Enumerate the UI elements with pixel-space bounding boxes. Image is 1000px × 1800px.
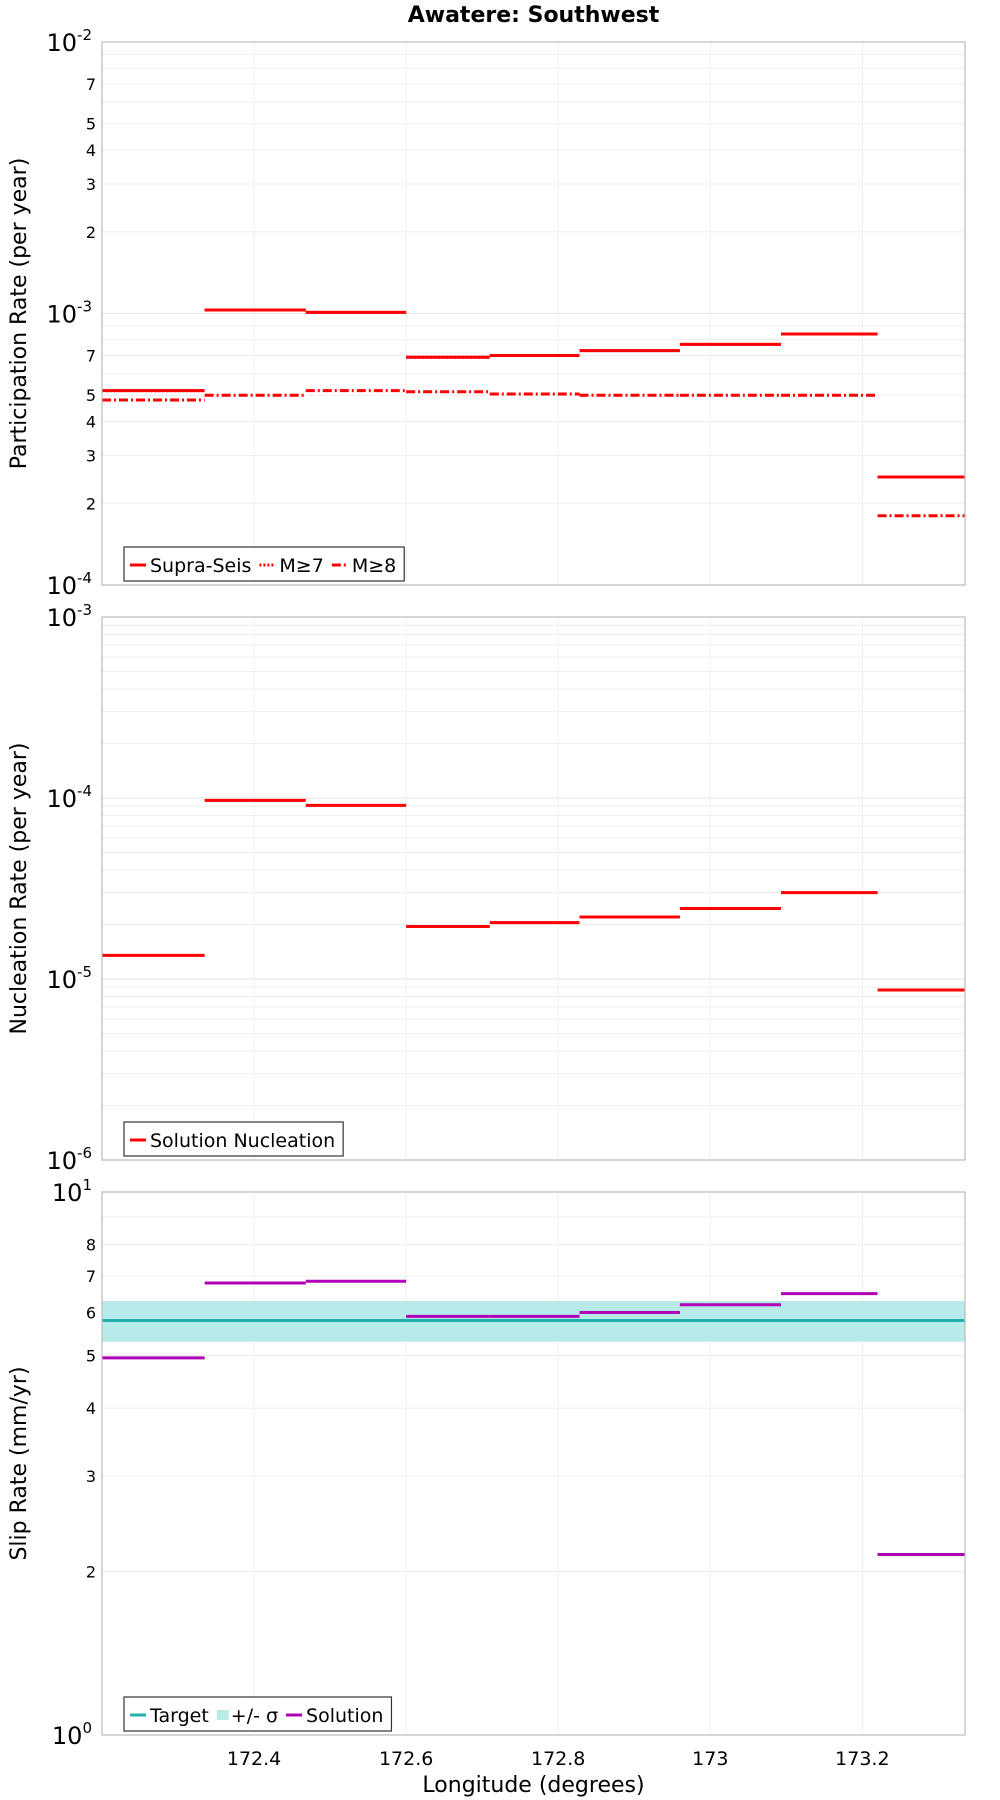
y-minor-tick-label: 3: [86, 175, 96, 194]
y-minor-tick-label: 8: [86, 1236, 96, 1255]
y-minor-tick-label: 3: [86, 446, 96, 465]
y-major-tick-label: 101: [52, 1176, 92, 1207]
y-axis-label: Nucleation Rate (per year): [7, 743, 32, 1035]
y-minor-tick-label: 2: [86, 494, 96, 513]
y-minor-tick-label: 7: [86, 347, 96, 366]
legend: Target +/- σ Solution: [123, 1696, 393, 1732]
plot-frame: [101, 41, 966, 586]
x-tick-label: 173.2: [835, 1748, 889, 1770]
plot-area: [102, 1192, 965, 1735]
legend-label: M≥7: [279, 555, 323, 577]
x-tick-label: 172.4: [227, 1748, 281, 1770]
plot-frame: [101, 616, 966, 1161]
legend-label: Target: [149, 1705, 209, 1727]
legend-box: [123, 1696, 393, 1732]
plot-area: [102, 617, 965, 1160]
y-axis-label: Participation Rate (per year): [7, 158, 32, 470]
legend-label: Solution Nucleation: [150, 1130, 335, 1152]
legend: Solution Nucleation: [123, 1121, 344, 1157]
y-major-tick-label: 10-3: [46, 601, 92, 632]
panel-3: 101 100 8 7 6 5 4 3 2 Slip Rate (mm/yr) 172.4 172.6…: [7, 1176, 966, 1798]
y-minor-tick-label: 5: [86, 386, 96, 405]
x-tick-label: 172.6: [379, 1748, 433, 1770]
legend-swatch-band: [216, 1710, 229, 1720]
y-minor-tick-label: 5: [86, 115, 96, 134]
legend-label: Solution: [306, 1705, 383, 1727]
y-minor-tick-label: 4: [86, 413, 96, 432]
y-minor-tick-label: 3: [86, 1467, 96, 1486]
y-major-tick-label: 100: [52, 1719, 92, 1750]
y-major-tick-label: 10-5: [46, 963, 92, 994]
legend: Supra-Seis M≥7 M≥8: [123, 546, 405, 582]
x-tick-label: 173: [692, 1748, 728, 1770]
y-major-tick-label: 10-4: [46, 782, 92, 813]
y-major-tick-label: 10-3: [46, 298, 92, 329]
x-axis-label: Longitude (degrees): [422, 1773, 644, 1798]
panel-2: 10-3 10-4 10-5 10-6 Nucleation Rate (per yea…: [7, 601, 966, 1175]
legend-label: M≥8: [352, 555, 396, 577]
y-minor-tick-label: 4: [86, 1399, 96, 1418]
y-axis-label: Slip Rate (mm/yr): [7, 1366, 32, 1560]
y-major-tick-label: 10-6: [46, 1144, 92, 1175]
plot-frame: [101, 1191, 966, 1736]
y-minor-tick-label: 5: [86, 1346, 96, 1365]
y-minor-tick-label: 2: [86, 223, 96, 242]
y-minor-tick-label: 4: [86, 141, 96, 160]
y-minor-tick-label: 7: [86, 75, 96, 94]
legend-label: Supra-Seis: [150, 555, 251, 577]
y-minor-tick-label: 2: [86, 1563, 96, 1582]
y-major-tick-label: 10-2: [46, 26, 92, 57]
legend-box: [123, 1121, 344, 1157]
y-minor-tick-label: 6: [86, 1303, 96, 1322]
chart-title: Awatere: Southwest: [408, 3, 660, 28]
y-major-tick-label: 10-4: [46, 569, 92, 600]
x-tick-label: 172.8: [531, 1748, 585, 1770]
legend-label: +/- σ: [231, 1705, 278, 1727]
y-minor-tick-label: 7: [86, 1267, 96, 1286]
panel-1: 10-2 10-3 10-4 7 5 4 3 2 7 5 4 3 2 Participation Rate…: [7, 3, 966, 600]
